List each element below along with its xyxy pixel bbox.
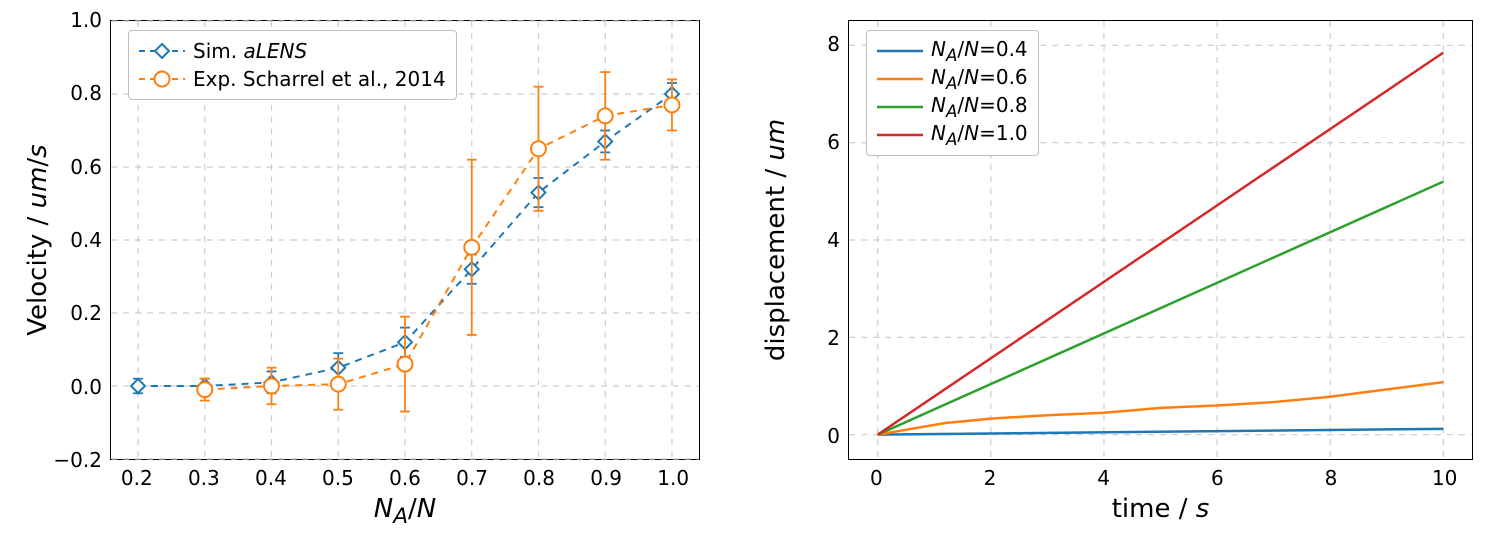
left-marker-exp-scharrel: [531, 141, 546, 156]
right-xtick-label: 10: [1432, 466, 1457, 490]
right-series-line-na08: [878, 182, 1444, 435]
right-series-line-na04: [878, 429, 1444, 435]
left-ytick-label: 0.2: [70, 301, 102, 325]
left-ytick-label: 1.0: [70, 8, 102, 32]
left-legend-item-sim-alens: Sim. aLENS: [139, 37, 446, 65]
left-panel: Sim. aLENS Exp. Scharrel et al., 2014: [110, 20, 700, 460]
left-marker-exp-scharrel: [664, 97, 679, 112]
right-legend-label: NA/N=0.8: [931, 93, 1028, 121]
left-marker-exp-scharrel: [598, 108, 613, 123]
legend-swatch-icon: [877, 69, 923, 89]
left-ytick-label: 0.6: [70, 155, 102, 179]
right-xtick-label: 2: [984, 466, 997, 490]
left-legend: Sim. aLENS Exp. Scharrel et al., 2014: [128, 30, 457, 100]
left-marker-sim-alens: [131, 379, 145, 393]
left-legend-item-exp-scharrel: Exp. Scharrel et al., 2014: [139, 65, 446, 93]
left-legend-label: Exp. Scharrel et al., 2014: [193, 67, 446, 91]
left-legend-label: Sim. aLENS: [193, 39, 307, 63]
right-legend-item-na06: NA/N=0.6: [877, 65, 1028, 93]
right-xtick-label: 6: [1211, 466, 1224, 490]
left-marker-exp-scharrel: [197, 382, 212, 397]
left-xtick-label: 0.4: [255, 466, 287, 490]
right-legend-item-na04: NA/N=0.4: [877, 37, 1028, 65]
left-xtick-label: 0.6: [389, 466, 421, 490]
left-xtick-label: 0.2: [121, 466, 153, 490]
figure: Sim. aLENS Exp. Scharrel et al., 2014 Vel…: [0, 0, 1500, 547]
right-xtick-label: 8: [1325, 466, 1338, 490]
right-legend-item-na10: NA/N=1.0: [877, 121, 1028, 149]
left-xtick-label: 0.8: [523, 466, 555, 490]
left-marker-exp-scharrel: [464, 240, 479, 255]
left-ytick-label: −0.2: [53, 448, 102, 472]
right-ytick-label: 0: [827, 424, 840, 448]
left-xtick-label: 0.9: [590, 466, 622, 490]
legend-swatch-icon: [877, 97, 923, 117]
left-marker-exp-scharrel: [264, 379, 279, 394]
legend-swatch-icon: [139, 69, 185, 89]
left-ytick-label: 0.0: [70, 375, 102, 399]
left-xtick-label: 1.0: [657, 466, 689, 490]
right-xtick-label: 0: [870, 466, 883, 490]
left-ylabel: Velocity / um/s: [23, 144, 53, 335]
left-ytick-label: 0.4: [70, 228, 102, 252]
left-xlabel: NA/N: [374, 494, 437, 529]
right-legend-label: NA/N=0.6: [931, 65, 1028, 93]
right-series-line-na06: [878, 382, 1444, 435]
left-xtick-label: 0.3: [188, 466, 220, 490]
right-panel: NA/N=0.4NA/N=0.6NA/N=0.8NA/N=1.0: [848, 20, 1473, 460]
left-marker-exp-scharrel: [398, 357, 413, 372]
right-xlabel: time / s: [1112, 494, 1210, 524]
right-ytick-label: 8: [827, 32, 840, 56]
legend-swatch-icon: [139, 41, 185, 61]
right-ytick-label: 6: [827, 130, 840, 154]
right-ylabel: displacement / um: [761, 119, 791, 361]
legend-swatch-icon: [877, 125, 923, 145]
left-marker-exp-scharrel: [331, 377, 346, 392]
right-legend-item-na08: NA/N=0.8: [877, 93, 1028, 121]
right-legend: NA/N=0.4NA/N=0.6NA/N=0.8NA/N=1.0: [866, 30, 1039, 156]
left-xtick-label: 0.7: [456, 466, 488, 490]
right-xtick-label: 4: [1097, 466, 1110, 490]
right-ytick-label: 4: [827, 228, 840, 252]
legend-swatch-icon: [877, 41, 923, 61]
left-xtick-label: 0.5: [322, 466, 354, 490]
left-ytick-label: 0.8: [70, 81, 102, 105]
right-legend-label: NA/N=1.0: [931, 121, 1028, 149]
right-legend-label: NA/N=0.4: [931, 37, 1028, 65]
right-ytick-label: 2: [827, 326, 840, 350]
left-series-line-exp-scharrel: [205, 105, 672, 390]
